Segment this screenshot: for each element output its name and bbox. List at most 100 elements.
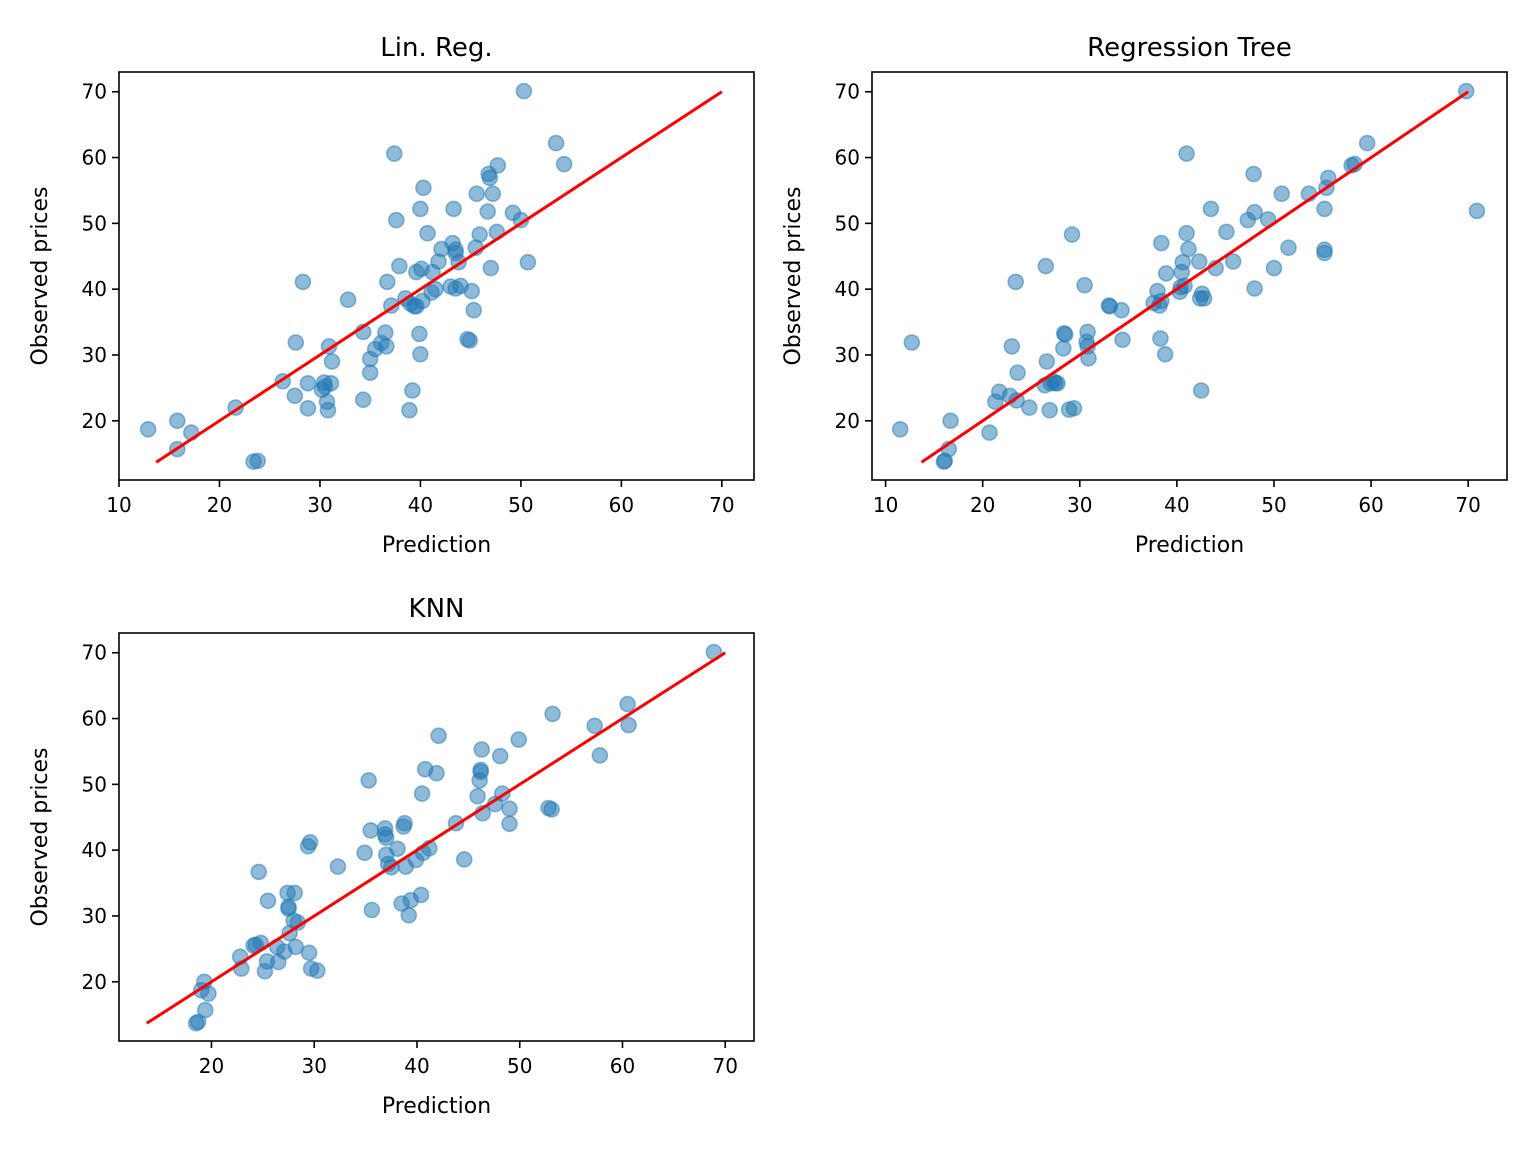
scatter-point [1003, 338, 1021, 355]
x-tick-label: 70 [1455, 493, 1480, 517]
scatter-points [891, 82, 1486, 470]
scatter-point [360, 772, 378, 789]
y-tick-label: 60 [82, 707, 107, 731]
chart-title: Lin. Reg. [380, 33, 492, 63]
scatter-point [1218, 223, 1235, 241]
scatter-point [1316, 200, 1333, 218]
scatter-point [200, 985, 217, 1002]
scatter-point [413, 785, 431, 802]
scatter-point [411, 325, 428, 343]
scatter-point [1195, 290, 1213, 307]
scatter-point [491, 747, 509, 765]
x-tick-label: 30 [307, 493, 332, 517]
scatter-point [401, 401, 418, 419]
scatter-point [1178, 224, 1195, 242]
y-axis-label: Observed prices [28, 186, 53, 365]
y-axis-label: Observed prices [28, 747, 53, 926]
scatter-point [1065, 399, 1083, 417]
scatter-point [515, 82, 533, 100]
scatter-point [363, 901, 381, 919]
x-tick-label: 40 [404, 1054, 429, 1078]
y-tick-label: 20 [835, 409, 860, 433]
scatter-point [519, 253, 537, 271]
scatter-point [981, 424, 998, 441]
scatter-point [376, 324, 394, 341]
scatter-point [1153, 234, 1170, 252]
scatter-point [354, 391, 372, 409]
x-tick-label: 10 [873, 493, 898, 517]
x-tick-label: 30 [1067, 493, 1092, 517]
scatter-point [1224, 253, 1242, 270]
scatter-point [891, 420, 909, 438]
scatter-point [461, 332, 479, 349]
scatter-point [1316, 241, 1333, 258]
plot-frame [871, 71, 1508, 481]
scatter-point [1037, 257, 1055, 275]
scatter-point [1076, 276, 1093, 294]
scatter-point [259, 892, 277, 910]
scatter-point [1038, 353, 1056, 370]
y-tick-label: 20 [82, 970, 107, 994]
y-tick-label: 40 [82, 277, 107, 301]
y-tick-label: 60 [82, 146, 107, 170]
scatter-point [361, 364, 379, 382]
y-tick-label: 20 [82, 409, 107, 433]
scatter-point [586, 717, 604, 735]
scatter-point [428, 764, 445, 782]
scatter-point [1358, 134, 1376, 152]
x-tick-label: 20 [207, 493, 232, 517]
y-tick-label: 30 [82, 343, 107, 367]
scatter-point [169, 412, 186, 430]
scatter-point [322, 374, 340, 392]
scatter-point [286, 387, 304, 405]
scatter-point [323, 353, 341, 370]
scatter-point [415, 179, 432, 197]
scatter-point [479, 203, 497, 220]
y-tick-label: 70 [82, 80, 107, 104]
x-axis-label: Prediction [1135, 533, 1244, 558]
scatter-points [187, 643, 723, 1032]
scatter-point [378, 273, 396, 291]
scatter-point [1041, 401, 1058, 419]
scatter-point [412, 200, 429, 218]
x-tick-label: 40 [408, 493, 433, 517]
scatter-point [1063, 226, 1081, 243]
scatter-point [1202, 200, 1220, 218]
scatter-point [1273, 185, 1290, 202]
scatter-point [1246, 280, 1263, 297]
scatter-point [620, 716, 637, 734]
scatter-point [1113, 301, 1130, 319]
scatter-point [1190, 253, 1208, 270]
scatter-point [510, 731, 528, 748]
scatter-point [473, 741, 491, 758]
scatter-point [197, 1001, 214, 1019]
x-tick-label: 50 [1261, 493, 1286, 517]
scatter-point [308, 962, 326, 979]
chart-panel-3: 20 30 40 50 60 70 20 30 40 50 60 70 KNN Prediction Obs… [28, 594, 755, 1119]
scatter-point [544, 705, 561, 723]
scatter-point [445, 200, 462, 218]
scatter-point [385, 145, 403, 162]
scatter-point [501, 815, 518, 833]
scatter-point [471, 226, 489, 243]
scatter-point [389, 840, 406, 858]
scatter-point [139, 420, 157, 438]
x-tick-label: 50 [507, 1054, 532, 1078]
scatter-point [1056, 326, 1074, 343]
scatter-point [543, 801, 560, 818]
scatter-point [619, 695, 636, 713]
scatter-point [387, 211, 405, 229]
scatter-point [300, 944, 318, 962]
chart-title: Regression Tree [1087, 33, 1292, 63]
scatter-point [465, 301, 483, 319]
scatter-point [903, 334, 921, 351]
scatter-point [286, 884, 304, 902]
scatter-point [472, 763, 490, 781]
scatter-point [1157, 265, 1175, 282]
scatter-point [189, 1013, 207, 1031]
scatter-point [501, 800, 518, 818]
x-tick-label: 70 [713, 1054, 738, 1078]
y-axis-label: Observed prices [781, 186, 806, 365]
scatter-point [249, 452, 267, 470]
